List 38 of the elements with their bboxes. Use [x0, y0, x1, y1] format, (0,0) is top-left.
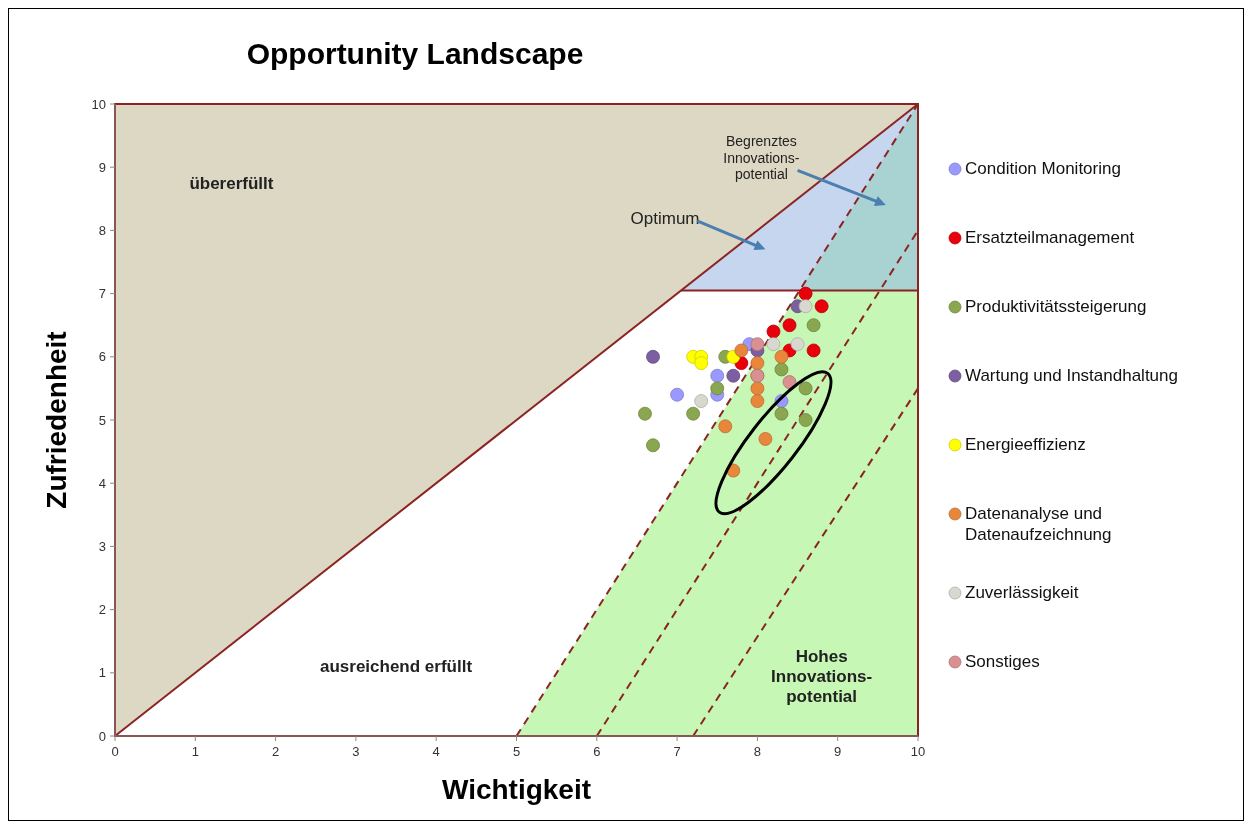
y-tick-label: 5	[98, 412, 106, 428]
x-tick-label: 2	[271, 744, 280, 759]
annotation: Hohes Innovations- potential	[771, 646, 873, 707]
chart-title: Opportunity Landscape	[246, 37, 584, 70]
x-tick-label: 8	[753, 744, 762, 759]
legend-label: Zuverlässigkeit	[965, 583, 1079, 602]
legend-label: Condition Monitoring	[965, 159, 1121, 178]
y-axis-title: Zufriedenheit	[41, 331, 72, 509]
x-tick-label: 4	[432, 744, 440, 759]
y-tick-label: 8	[98, 222, 106, 238]
x-tick-label: 3	[352, 744, 360, 759]
legend-label: Sonstiges	[965, 652, 1040, 671]
y-tick-label: 10	[91, 96, 106, 112]
y-tick-label: 2	[98, 602, 106, 618]
x-axis-title: Wichtigkeit	[441, 774, 592, 805]
y-tick-label: 9	[98, 159, 106, 175]
y-tick-label: 7	[98, 286, 106, 302]
annotation: ausreichend erfüllt	[320, 657, 473, 677]
x-tick-label: 0	[111, 744, 119, 759]
x-tick-label: 5	[512, 744, 521, 759]
legend-label: Energieeffizienz	[965, 435, 1086, 454]
x-tick-label: 9	[834, 744, 842, 759]
legend-label: Ersatzteilmanagement	[965, 228, 1135, 247]
y-tick-label: 6	[98, 349, 106, 365]
annotation: Begrenztes Innovations- potential	[723, 132, 800, 183]
x-tick-label: 10	[910, 744, 926, 759]
annotation: Optimum	[630, 208, 700, 228]
legend-label: Datenanalyse und Datenaufzeichnung	[965, 504, 1112, 544]
y-tick-label: 3	[98, 538, 106, 554]
y-tick-label: 4	[98, 475, 106, 491]
annotation: übererfüllt	[189, 173, 274, 193]
y-tick-label: 0	[98, 728, 106, 744]
legend-label: Wartung und Instandhaltung	[965, 366, 1178, 385]
y-tick-label: 1	[98, 665, 106, 681]
x-tick-label: 7	[673, 744, 681, 759]
legend-label: Produktivitätssteigerung	[965, 297, 1147, 316]
x-tick-label: 1	[191, 744, 199, 759]
x-tick-label: 6	[593, 744, 601, 759]
